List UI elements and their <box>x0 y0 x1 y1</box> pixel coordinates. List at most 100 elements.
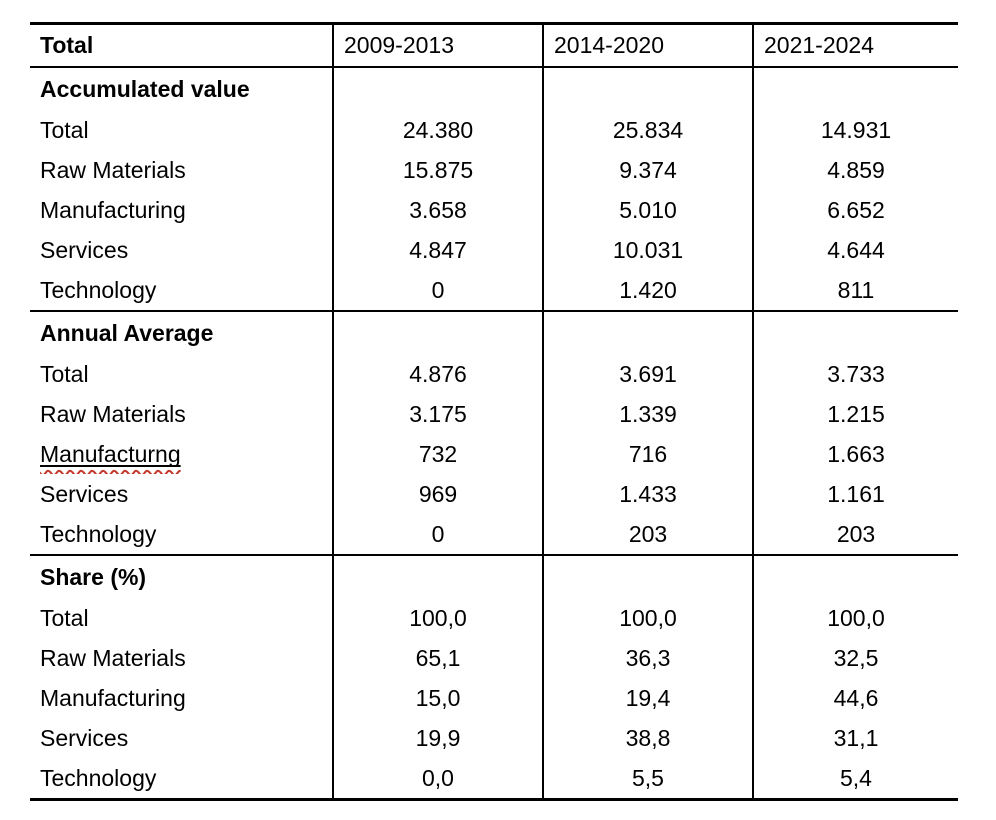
table-row: Manufacturing 3.658 5.010 6.652 <box>30 190 958 230</box>
value-cell: 1.339 <box>542 394 753 434</box>
empty-cell <box>752 311 958 354</box>
empty-cell <box>332 67 543 110</box>
value-cell: 15,0 <box>332 678 543 718</box>
empty-cell <box>332 555 543 598</box>
section-title-row: Annual Average <box>30 311 958 354</box>
value-cell: 4.859 <box>752 150 958 190</box>
row-label: Manufacturing <box>40 684 186 711</box>
value-cell: 9.374 <box>542 150 753 190</box>
value-cell: 5,4 <box>752 758 958 800</box>
row-label: Technology <box>40 520 157 547</box>
value-cell: 4.847 <box>332 230 543 270</box>
header-period-2: 2014-2020 <box>542 23 753 68</box>
empty-cell <box>542 67 753 110</box>
row-label: Services <box>40 724 129 751</box>
value-cell: 3.658 <box>332 190 543 230</box>
table-row: Technology 0,0 5,5 5,4 <box>30 758 958 800</box>
value-cell: 4.644 <box>752 230 958 270</box>
empty-cell <box>752 555 958 598</box>
header-period-1: 2009-2013 <box>332 23 543 68</box>
header-period-3: 2021-2024 <box>752 23 958 68</box>
empty-cell <box>542 555 753 598</box>
table-row: Raw Materials 15.875 9.374 4.859 <box>30 150 958 190</box>
value-cell: 0 <box>332 514 543 555</box>
value-cell: 3.175 <box>332 394 543 434</box>
value-cell: 3.691 <box>542 354 753 394</box>
section-share-percent: Share (%) Total 100,0 100,0 100,0 Raw Ma… <box>30 555 958 800</box>
spellcheck-flagged-word[interactable]: Manufacturng <box>40 440 181 467</box>
row-label-misspelled: Manufacturng <box>30 434 333 474</box>
section-title: Accumulated value <box>40 75 250 102</box>
header-label: Total <box>30 23 333 68</box>
value-cell: 5.010 <box>542 190 753 230</box>
table-row: Manufacturng 732 716 1.663 <box>30 434 958 474</box>
table-row: Total 4.876 3.691 3.733 <box>30 354 958 394</box>
value-cell: 31,1 <box>752 718 958 758</box>
empty-cell <box>542 311 753 354</box>
section-title-row: Accumulated value <box>30 67 958 110</box>
value-cell: 716 <box>542 434 753 474</box>
value-cell: 14.931 <box>752 110 958 150</box>
value-cell: 100,0 <box>332 598 543 638</box>
row-label: Total <box>40 604 89 631</box>
row-label: Technology <box>40 764 157 791</box>
section-title-row: Share (%) <box>30 555 958 598</box>
empty-cell <box>752 67 958 110</box>
section-accumulated-value: Accumulated value Total 24.380 25.834 14… <box>30 67 958 311</box>
row-label: Services <box>40 480 129 507</box>
value-cell: 732 <box>332 434 543 474</box>
empty-cell <box>332 311 543 354</box>
value-cell: 1.215 <box>752 394 958 434</box>
row-label: Raw Materials <box>40 400 186 427</box>
value-cell: 15.875 <box>332 150 543 190</box>
row-label: Raw Materials <box>40 156 186 183</box>
value-cell: 65,1 <box>332 638 543 678</box>
value-cell: 38,8 <box>542 718 753 758</box>
table-row: Technology 0 203 203 <box>30 514 958 555</box>
value-cell: 1.161 <box>752 474 958 514</box>
table-header-row: Total 2009-2013 2014-2020 2021-2024 <box>30 23 958 68</box>
value-cell: 19,9 <box>332 718 543 758</box>
value-cell: 100,0 <box>542 598 753 638</box>
value-cell: 1.433 <box>542 474 753 514</box>
data-table: Total 2009-2013 2014-2020 2021-2024 Accu… <box>30 22 958 801</box>
value-cell: 0,0 <box>332 758 543 800</box>
value-cell: 0 <box>332 270 543 311</box>
section-annual-average: Annual Average Total 4.876 3.691 3.733 R… <box>30 311 958 555</box>
value-cell: 32,5 <box>752 638 958 678</box>
value-cell: 203 <box>752 514 958 555</box>
value-cell: 10.031 <box>542 230 753 270</box>
value-cell: 44,6 <box>752 678 958 718</box>
table-row: Services 4.847 10.031 4.644 <box>30 230 958 270</box>
value-cell: 203 <box>542 514 753 555</box>
value-cell: 24.380 <box>332 110 543 150</box>
table-row: Technology 0 1.420 811 <box>30 270 958 311</box>
value-cell: 25.834 <box>542 110 753 150</box>
table-row: Manufacturing 15,0 19,4 44,6 <box>30 678 958 718</box>
table-row: Services 969 1.433 1.161 <box>30 474 958 514</box>
value-cell: 36,3 <box>542 638 753 678</box>
section-title: Annual Average <box>40 319 214 346</box>
value-cell: 811 <box>752 270 958 311</box>
value-cell: 100,0 <box>752 598 958 638</box>
table-row: Raw Materials 3.175 1.339 1.215 <box>30 394 958 434</box>
row-label: Technology <box>40 276 157 303</box>
value-cell: 5,5 <box>542 758 753 800</box>
table-row: Raw Materials 65,1 36,3 32,5 <box>30 638 958 678</box>
value-cell: 4.876 <box>332 354 543 394</box>
table-row: Total 24.380 25.834 14.931 <box>30 110 958 150</box>
table-row: Total 100,0 100,0 100,0 <box>30 598 958 638</box>
value-cell: 1.663 <box>752 434 958 474</box>
row-label: Total <box>40 360 89 387</box>
value-cell: 969 <box>332 474 543 514</box>
value-cell: 6.652 <box>752 190 958 230</box>
row-label: Total <box>40 116 89 143</box>
row-label: Services <box>40 236 129 263</box>
value-cell: 3.733 <box>752 354 958 394</box>
table-row: Services 19,9 38,8 31,1 <box>30 718 958 758</box>
row-label: Raw Materials <box>40 644 186 671</box>
value-cell: 19,4 <box>542 678 753 718</box>
section-title: Share (%) <box>40 563 147 590</box>
value-cell: 1.420 <box>542 270 753 311</box>
